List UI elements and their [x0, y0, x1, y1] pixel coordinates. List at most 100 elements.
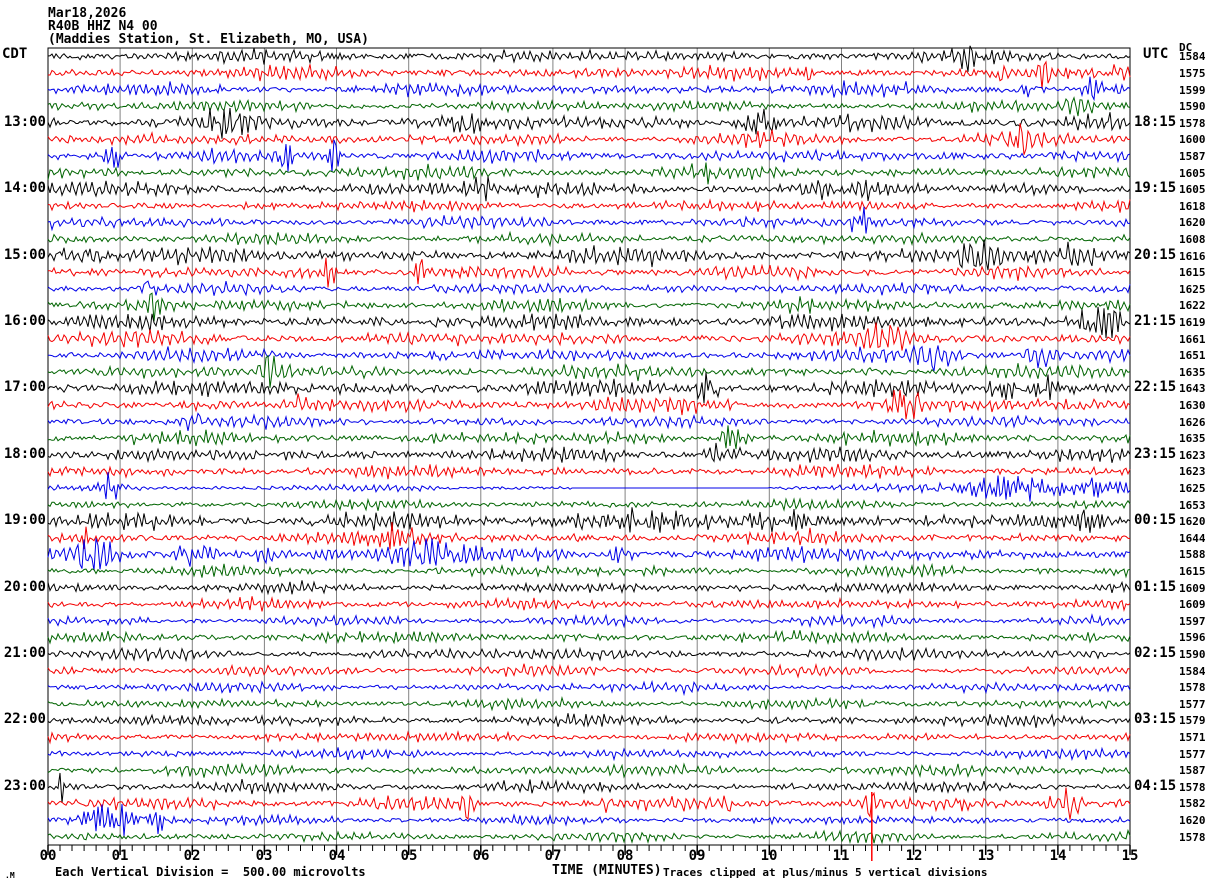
trace-row — [47, 828, 1131, 845]
left-time-label: 18:00 — [3, 446, 46, 462]
dc-value: 1609 — [1179, 598, 1206, 611]
trace-row — [48, 60, 1131, 89]
dc-value: 1587 — [1179, 764, 1206, 777]
trace-row — [47, 762, 1131, 779]
trace-row — [47, 472, 1131, 502]
right-timezone-label: UTC — [1143, 46, 1169, 62]
axis-minute-label: 02 — [183, 848, 201, 864]
dc-value: 1582 — [1179, 797, 1206, 810]
axis-minute-label: 03 — [255, 848, 273, 864]
trace-row — [47, 176, 1131, 202]
right-time-label: 02:15 — [1134, 645, 1177, 661]
axis-minute-label: 09 — [688, 848, 706, 864]
trace-row — [47, 354, 1131, 388]
dc-value: 1588 — [1179, 548, 1206, 561]
dc-value: 1618 — [1179, 200, 1206, 213]
dc-value: 1579 — [1179, 714, 1206, 727]
dc-value: 1575 — [1179, 67, 1206, 80]
trace-row — [47, 257, 1131, 288]
trace-row — [47, 162, 1131, 185]
dc-value: 1651 — [1179, 349, 1206, 362]
trace-row — [47, 139, 1131, 172]
watermark-mark: .M — [5, 871, 15, 880]
dc-value: 1620 — [1179, 515, 1206, 528]
title-date: Mar18,2026 — [48, 6, 127, 21]
axis-minute-label: 13 — [977, 848, 995, 864]
left-time-label: 13:00 — [3, 114, 46, 130]
dc-value: 1622 — [1179, 299, 1206, 312]
left-timezone-label: CDT — [2, 46, 28, 62]
trace-row — [48, 344, 1131, 372]
dc-value: 1615 — [1179, 565, 1206, 578]
title-station-location: (Maddies Station, St. Elizabeth, MO, USA… — [48, 32, 369, 47]
axis-minute-label: 14 — [1049, 848, 1067, 864]
axis-minute-label: 15 — [1121, 848, 1139, 864]
left-time-label: 16:00 — [3, 313, 46, 329]
dc-value: 1644 — [1179, 532, 1206, 545]
right-time-label: 03:15 — [1134, 711, 1177, 727]
dc-value: 1571 — [1179, 731, 1206, 744]
trace-row — [47, 713, 1131, 728]
trace-row — [47, 463, 1131, 480]
trace-row — [47, 206, 1131, 234]
axis-minute-label: 10 — [760, 848, 778, 864]
dc-value: 1578 — [1179, 831, 1206, 844]
left-time-label: 21:00 — [3, 645, 46, 661]
trace-row — [47, 662, 1131, 679]
trace-row — [47, 507, 1131, 533]
title-station-code: R40B HHZ N4 00 — [48, 19, 158, 34]
axis-minute-label: 11 — [832, 848, 850, 864]
trace-row — [47, 772, 1131, 803]
trace-row — [47, 425, 1131, 450]
right-time-label: 18:15 — [1134, 114, 1177, 130]
dc-value: 1625 — [1179, 283, 1206, 296]
x-axis-title: TIME (MINUTES) — [552, 863, 662, 878]
dc-value: 1584 — [1179, 50, 1206, 63]
trace-row — [47, 198, 1131, 213]
dc-value: 1620 — [1179, 216, 1206, 229]
dc-value: 1590 — [1179, 100, 1206, 113]
axis-minute-label: 07 — [544, 848, 562, 864]
dc-value: 1635 — [1179, 432, 1206, 445]
trace-row — [47, 629, 1131, 646]
left-time-label: 14:00 — [3, 180, 46, 196]
vertical-division-note: Each Vertical Division = 500.00 microvol… — [55, 865, 366, 879]
dc-value: 1577 — [1179, 748, 1206, 761]
trace-row — [47, 695, 1131, 712]
dc-column-header: DC — [1179, 41, 1193, 54]
dc-value: 1643 — [1179, 382, 1206, 395]
trace-row — [47, 96, 1131, 117]
left-time-label: 22:00 — [3, 711, 46, 727]
axis-minute-label: 08 — [616, 848, 634, 864]
left-time-label: 19:00 — [3, 512, 46, 528]
trace-row — [47, 239, 1131, 271]
trace-row — [47, 497, 1131, 512]
left-time-label: 17:00 — [3, 379, 46, 395]
right-time-label: 01:15 — [1134, 579, 1177, 595]
trace-row — [47, 679, 1131, 697]
dc-value: 1599 — [1179, 84, 1206, 97]
dc-value: 1626 — [1179, 416, 1206, 429]
dc-value: 1577 — [1179, 698, 1206, 711]
trace-row — [47, 306, 1131, 339]
dc-value: 1578 — [1179, 117, 1206, 130]
axis-minute-label: 05 — [400, 848, 418, 864]
trace-row — [47, 562, 1131, 579]
dc-value: 1615 — [1179, 266, 1206, 279]
trace-row — [47, 613, 1131, 630]
trace-row — [47, 372, 1131, 404]
dc-value: 1623 — [1179, 465, 1206, 478]
trace-row — [47, 389, 1131, 420]
dc-value: 1597 — [1179, 615, 1206, 628]
dc-value: 1578 — [1179, 781, 1206, 794]
left-time-label: 20:00 — [3, 579, 46, 595]
trace-row — [47, 787, 1131, 820]
axis-minute-label: 00 — [39, 848, 57, 864]
trace-row — [47, 280, 1131, 297]
dc-value: 1620 — [1179, 814, 1206, 827]
dc-value: 1623 — [1179, 449, 1206, 462]
trace-row — [47, 746, 1131, 762]
axis-minute-label: 04 — [328, 848, 346, 864]
